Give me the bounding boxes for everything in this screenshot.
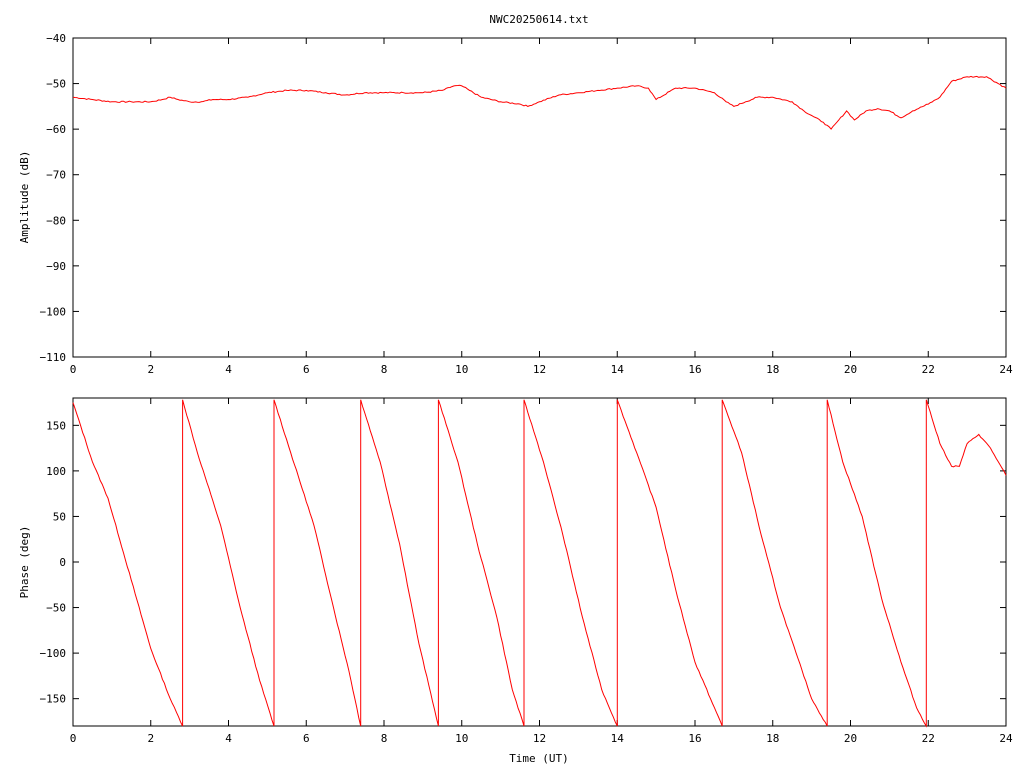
amplitude-series-line (72, 75, 1007, 130)
amplitude-y-tick-label: −110 (40, 351, 67, 364)
amplitude-y-tick-label: −80 (46, 214, 66, 227)
phase-y-tick-label: 100 (46, 465, 66, 478)
phase-y-tick-label: −50 (46, 602, 66, 615)
phase-y-tick-label: 150 (46, 419, 66, 432)
amplitude-y-tick-label: −90 (46, 260, 66, 273)
phase-y-tick-label: −100 (40, 647, 67, 660)
phase-x-tick-label: 2 (147, 732, 154, 745)
amplitude-y-tick-label: −60 (46, 123, 66, 136)
phase-x-tick-label: 12 (533, 732, 546, 745)
amplitude-x-tick-label: 12 (533, 363, 546, 376)
phase-x-tick-label: 0 (70, 732, 77, 745)
phase-x-tick-label: 16 (688, 732, 701, 745)
phase-x-tick-label: 20 (844, 732, 857, 745)
amplitude-panel: 0 2 4 6 8 10 12 14 16 18 20 22 24−40−50−60−70−80−90−… (18, 32, 1013, 376)
amplitude-y-tick-label: −70 (46, 169, 66, 182)
phase-x-tick-label: 24 (999, 732, 1013, 745)
phase-x-tick-label: 8 (381, 732, 388, 745)
phase-x-tick-label: 18 (766, 732, 779, 745)
phase-x-tick-label: 4 (225, 732, 232, 745)
amplitude-y-tick-label: −100 (40, 305, 67, 318)
amplitude-y-tick-label: −50 (46, 78, 66, 91)
amplitude-plot-frame (72, 37, 1007, 358)
amplitude-x-tick-label: 4 (225, 363, 232, 376)
amplitude-x-tick-label: 20 (844, 363, 857, 376)
amplitude-x-tick-label: 6 (303, 363, 310, 376)
amplitude-x-tick-label: 24 (999, 363, 1013, 376)
phase-y-tick-label: 0 (59, 556, 66, 569)
amplitude-x-tick-label: 16 (688, 363, 701, 376)
phase-y-tick-label: −150 (40, 693, 67, 706)
amplitude-x-tick-label: 2 (147, 363, 154, 376)
phase-x-tick-label: 14 (611, 732, 625, 745)
phase-ylabel: Phase (deg) (18, 526, 31, 599)
phase-y-tick-label: 50 (53, 510, 66, 523)
amplitude-x-tick-label: 8 (381, 363, 388, 376)
phase-x-tick-label: 6 (303, 732, 310, 745)
phase-series-line (72, 399, 1007, 728)
amplitude-x-tick-label: 22 (922, 363, 935, 376)
phase-plot-frame (72, 397, 1007, 727)
chart-title: NWC20250614.txt (489, 13, 588, 26)
phase-x-tick-label: 10 (455, 732, 468, 745)
phase-xlabel: Time (UT) (509, 752, 569, 765)
phase-panel: 0 2 4 6 8 10 12 14 16 18 20 22 24150100500−50−100−15… (18, 397, 1013, 765)
amplitude-axes: 0 2 4 6 8 10 12 14 16 18 20 22 24−40−50−60−70−80−90−… (40, 32, 1013, 376)
amplitude-ylabel: Amplitude (dB) (18, 151, 31, 244)
phase-axes: 0 2 4 6 8 10 12 14 16 18 20 22 24150100500−50−100−15… (40, 398, 1013, 745)
amplitude-x-tick-label: 18 (766, 363, 779, 376)
amplitude-y-tick-label: −40 (46, 32, 66, 45)
phase-x-tick-label: 22 (922, 732, 935, 745)
amplitude-x-tick-label: 14 (611, 363, 625, 376)
amplitude-x-tick-label: 10 (455, 363, 468, 376)
amplitude-x-tick-label: 0 (70, 363, 77, 376)
